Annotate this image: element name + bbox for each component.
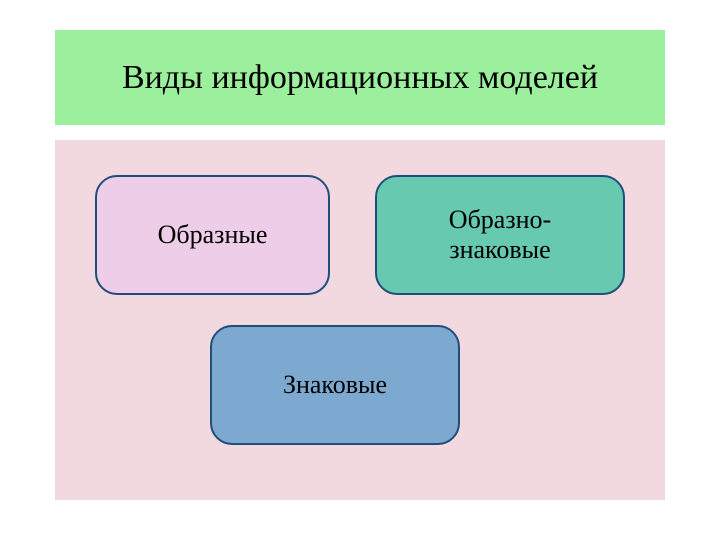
- node-figurative-symbolic-label: Образно- знаковые: [449, 205, 551, 265]
- node-symbolic-label: Знаковые: [283, 370, 387, 400]
- title-bar: Виды информационных моделей: [55, 30, 665, 125]
- node-figurative-label: Образные: [158, 220, 268, 250]
- slide: Виды информационных моделей Образные Обра…: [0, 0, 720, 540]
- node-figurative-symbolic: Образно- знаковые: [375, 175, 625, 295]
- slide-title: Виды информационных моделей: [122, 59, 598, 97]
- node-figurative: Образные: [95, 175, 330, 295]
- node-symbolic: Знаковые: [210, 325, 460, 445]
